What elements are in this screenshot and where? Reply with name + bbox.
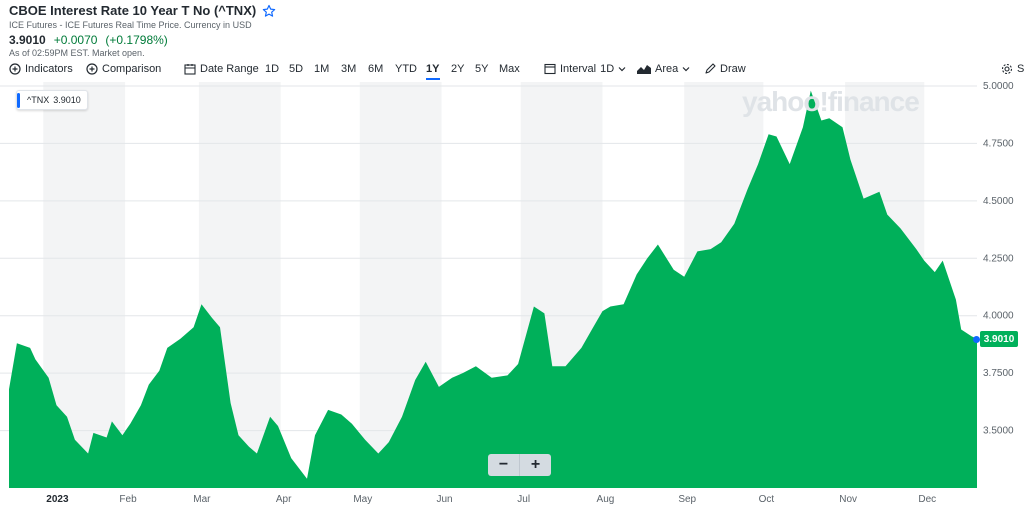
range-1d[interactable]: 1D — [265, 63, 280, 75]
settings-button[interactable]: Se — [1001, 63, 1024, 75]
tooltip-color-marker — [17, 93, 20, 108]
price-chart[interactable]: 5.0000 4.7500 4.5000 4.2500 4.0000 3.7500 3.50… — [0, 82, 1024, 511]
range-1y[interactable]: 1Y — [426, 63, 440, 75]
x-tick-label: Oct — [759, 494, 775, 505]
draw-label: Draw — [720, 63, 746, 75]
range-2y[interactable]: 2Y — [451, 63, 465, 75]
area-chart-icon — [637, 65, 651, 74]
quote-header: CBOE Interest Rate 10 Year T No (^TNX) I… — [9, 3, 276, 58]
active-range-indicator — [426, 78, 440, 80]
x-tick-label: Mar — [193, 494, 211, 505]
draw-button[interactable]: Draw — [704, 63, 746, 75]
interval-label: Interval — [560, 63, 597, 75]
x-tick-label: Feb — [119, 494, 137, 505]
plus-circle-icon — [9, 63, 21, 75]
y-tick-label: 4.0000 — [983, 311, 1014, 322]
zoom-in-button[interactable]: + — [519, 454, 551, 476]
current-price: 3.9010 — [9, 33, 46, 47]
tooltip-value: 3.9010 — [53, 95, 81, 105]
y-tick-label: 4.5000 — [983, 196, 1014, 207]
range-ytd[interactable]: YTD — [395, 63, 417, 75]
x-tick-label: Apr — [276, 494, 292, 505]
y-axis-labels: 5.0000 4.7500 4.5000 4.2500 4.0000 3.7500 3.50… — [983, 82, 1014, 437]
yahoo-finance-watermark: yahoo!finance — [742, 86, 920, 117]
chevron-down-icon — [682, 67, 690, 72]
as-of-time: As of 02:59PM EST. Market open. — [9, 48, 145, 58]
y-tick-label: 5.0000 — [983, 82, 1014, 92]
calendar-icon — [184, 64, 196, 75]
x-axis-labels: 2023 Feb Mar Apr May Jun Jul Aug Sep Oct Nov Dec — [46, 494, 936, 505]
x-tick-label: May — [353, 494, 372, 505]
quote-subtitle: ICE Futures - ICE Futures Real Time Pric… — [9, 20, 252, 30]
star-icon[interactable] — [262, 4, 276, 18]
interval-selector[interactable]: Interval 1D — [544, 63, 626, 75]
settings-label: Se — [1017, 63, 1024, 75]
comparison-button[interactable]: Comparison — [86, 63, 161, 75]
indicators-label: Indicators — [25, 63, 73, 75]
chart-toolbar: Indicators Comparison Date Range 1D 5D 1… — [0, 60, 1024, 80]
range-3m[interactable]: 3M — [341, 63, 357, 75]
range-5y[interactable]: 5Y — [475, 63, 489, 75]
range-1m[interactable]: 1M — [314, 63, 330, 75]
date-range-button[interactable]: Date Range — [184, 63, 259, 75]
price-change-percent: (+0.1798%) — [105, 33, 168, 47]
plus-circle-icon — [86, 63, 98, 75]
zoom-out-button[interactable]: − — [498, 456, 509, 473]
range-6m[interactable]: 6M — [368, 63, 384, 75]
x-tick-label: Jul — [517, 494, 530, 505]
gear-icon — [1001, 63, 1013, 75]
price-change: +0.0070 — [53, 33, 98, 47]
last-price-dot — [973, 336, 980, 343]
y-tick-label: 3.5000 — [983, 426, 1014, 437]
quote-title: CBOE Interest Rate 10 Year T No (^TNX) — [9, 3, 257, 18]
y-tick-label: 3.7500 — [983, 368, 1014, 379]
tooltip-symbol: ^TNX — [27, 95, 50, 105]
chart-type-selector[interactable]: Area — [637, 63, 690, 75]
zoom-controls: − + — [488, 454, 551, 476]
symbol-tooltip: ^TNX 3.9010 — [16, 90, 88, 110]
last-price-tag: 3.9010 — [980, 331, 1018, 347]
x-tick-label: Nov — [839, 494, 857, 505]
x-tick-label: Sep — [678, 494, 696, 505]
chart-type-label: Area — [655, 63, 679, 75]
x-tick-label: Dec — [918, 494, 936, 505]
date-range-label: Date Range — [200, 63, 259, 75]
indicators-button[interactable]: Indicators — [9, 63, 73, 75]
x-tick-label: Jun — [437, 494, 453, 505]
price-area — [9, 90, 977, 488]
pencil-icon — [705, 63, 716, 74]
range-max[interactable]: Max — [499, 63, 520, 75]
range-5d[interactable]: 5D — [289, 63, 304, 75]
interval-value: 1D — [600, 63, 615, 75]
chevron-down-icon — [618, 67, 626, 72]
interval-icon — [544, 63, 556, 75]
y-tick-label: 4.2500 — [983, 253, 1014, 264]
x-tick-label: 2023 — [46, 494, 69, 505]
y-tick-label: 4.7500 — [983, 138, 1014, 149]
comparison-label: Comparison — [102, 63, 162, 75]
x-tick-label: Aug — [597, 494, 615, 505]
